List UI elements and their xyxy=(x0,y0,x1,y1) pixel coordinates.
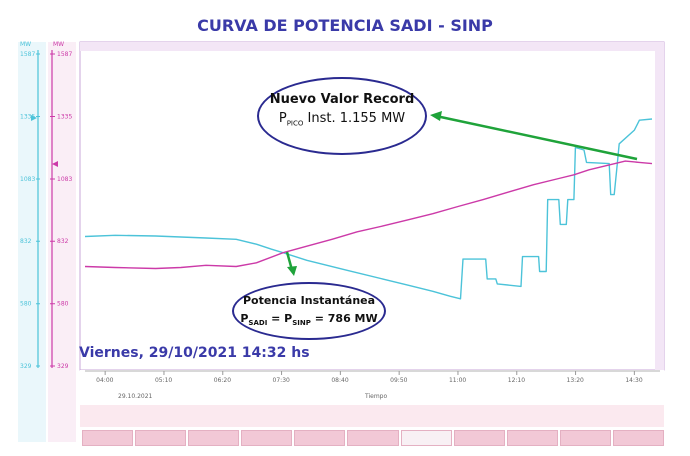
toolbar-button[interactable] xyxy=(612,430,664,446)
toolbar-button[interactable] xyxy=(241,430,293,446)
x-tick-label: 07:30 xyxy=(273,377,290,384)
magenta-y-ticks: 1587 1335 1083 832 580 329 xyxy=(50,51,72,370)
magenta-y-tick-label: 832 xyxy=(57,238,69,245)
x-tick-label: 06:20 xyxy=(214,377,231,384)
x-axis-label: Tiempo xyxy=(364,393,387,400)
magenta-axis-marker xyxy=(52,161,58,167)
cyan-y-tick-label: 329 xyxy=(20,363,32,370)
x-tick-label: 08:40 xyxy=(331,377,348,384)
x-tick-label: 13:20 xyxy=(567,377,584,384)
record-arrow xyxy=(435,114,638,161)
x-axis-date: 29.10.2021 xyxy=(118,393,153,400)
toolbar-button[interactable] xyxy=(559,430,611,446)
magenta-y-tick-label: 1587 xyxy=(57,51,72,58)
x-tick-label: 04:00 xyxy=(96,377,113,384)
record-callout: Nuevo Valor Record PPICO Inst. 1.155 MW xyxy=(257,77,427,155)
toolbar-button[interactable] xyxy=(453,430,505,446)
record-callout-value: PPICO Inst. 1.155 MW xyxy=(278,111,406,128)
magenta-y-tick-label: 1335 xyxy=(57,113,72,120)
toolbar-button[interactable] xyxy=(188,430,240,446)
cyan-y-tick-label: 1083 xyxy=(20,176,35,183)
series-group xyxy=(84,118,653,300)
instant-callout-title: Potencia Instantánea xyxy=(242,294,376,307)
magenta-y-tick-label: 329 xyxy=(57,363,69,370)
toolbar-button[interactable] xyxy=(82,430,134,446)
magenta-axis-strip xyxy=(48,42,76,442)
plot-scrollbar xyxy=(655,51,664,370)
cyan-y-tick-label: 580 xyxy=(20,301,32,308)
magenta-unit-label: MW xyxy=(53,41,64,48)
instant-callout-value: PSADI = PSINP = 786 MW xyxy=(240,312,378,328)
toolbar-button[interactable] xyxy=(294,430,346,446)
plot-topbar xyxy=(80,42,664,51)
toolbar-button[interactable] xyxy=(347,430,399,446)
x-tick-label: 11:00 xyxy=(449,377,466,384)
series-line-magenta xyxy=(84,160,653,270)
record-callout-title: Nuevo Valor Record xyxy=(269,92,415,107)
instant-callout: Potencia Instantánea PSADI = PSINP = 786… xyxy=(232,282,386,340)
inst-arrowhead xyxy=(287,266,297,276)
x-tick-label: 05:10 xyxy=(155,377,172,384)
x-tick-label: 09:50 xyxy=(390,377,407,384)
footer-strip xyxy=(80,405,664,427)
toolbar-button[interactable] xyxy=(135,430,187,446)
toolbar-button[interactable] xyxy=(400,430,452,446)
cyan-y-tick-label: 1587 xyxy=(20,51,35,58)
series-line-cyan xyxy=(84,118,653,300)
cyan-y-ticks: 1587 1335 1083 832 580 329 xyxy=(20,51,40,370)
cyan-axis-marker xyxy=(31,115,37,121)
toolbar-button[interactable] xyxy=(506,430,558,446)
magenta-y-tick-label: 1083 xyxy=(57,176,72,183)
x-tick-label: 12:10 xyxy=(508,377,525,384)
magenta-y-tick-label: 580 xyxy=(57,301,69,308)
cyan-unit-label: MW xyxy=(20,41,31,48)
record-arrowhead xyxy=(430,111,442,121)
cyan-y-tick-label: 1335 xyxy=(20,113,35,120)
cyan-y-tick-label: 832 xyxy=(20,238,32,245)
chart-title: CURVA DE POTENCIA SADI - SINP xyxy=(197,16,493,35)
date-label: Viernes, 29/10/2021 14:32 hs xyxy=(79,345,310,361)
x-tick-label: 14:30 xyxy=(625,377,642,384)
cyan-axis-strip xyxy=(18,42,46,442)
x-ticks: 04:00 05:10 06:20 07:30 08:40 09:50 11:00 12:10… xyxy=(96,371,643,384)
